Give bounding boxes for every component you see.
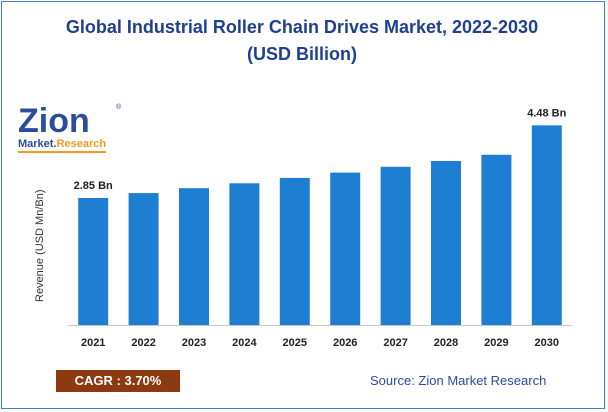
bar-2023 [179, 188, 209, 325]
logo-text: Zion [18, 102, 90, 140]
x-tick-label-2029: 2029 [484, 337, 508, 349]
logo-subtext-market: Market. [18, 138, 57, 150]
data-label-2021: 2.85 Bn [74, 180, 113, 192]
cagr-badge: CAGR : 3.70% [56, 370, 180, 392]
logo-subtext-research: Research [56, 138, 107, 150]
zion-logo: Zion ® Market.Research [18, 104, 122, 156]
bar-2030 [531, 125, 562, 325]
x-tick-label-2030: 2030 [535, 337, 559, 349]
source-note: Source: Zion Market Research [370, 373, 547, 388]
bar-2029 [481, 154, 512, 325]
x-tick-label-2027: 2027 [383, 337, 407, 349]
chart-title: Global Industrial Roller Chain Drives Ma… [0, 14, 604, 68]
bar-2021 [78, 197, 109, 325]
bar-2027 [380, 166, 411, 325]
chart-title-line1: Global Industrial Roller Chain Drives Ma… [65, 17, 539, 37]
x-tick-label-2025: 2025 [283, 337, 307, 349]
bar-2026 [330, 172, 361, 325]
x-tick-label-2024: 2024 [232, 337, 257, 349]
x-tick-label-2026: 2026 [333, 337, 357, 349]
x-tick-label-2023: 2023 [182, 337, 206, 349]
chart-title-line2: (USD Billion) [247, 44, 357, 64]
cagr-value: 3.70% [124, 373, 162, 388]
cagr-label: CAGR : [74, 373, 125, 388]
bar-2024 [229, 183, 260, 325]
bar-2025 [279, 177, 310, 325]
x-tick-label-2021: 2021 [81, 337, 105, 349]
bar-2028 [431, 161, 461, 325]
logo-subtext: Market.Research [18, 138, 107, 153]
data-label-2030: 4.48 Bn [527, 107, 566, 119]
logo-wordmark: Zion [18, 104, 90, 138]
logo-registered-mark: ® [116, 104, 122, 111]
x-tick-label-2022: 2022 [131, 337, 155, 349]
x-tick-label-2028: 2028 [434, 337, 458, 349]
bar-2022 [128, 193, 159, 325]
